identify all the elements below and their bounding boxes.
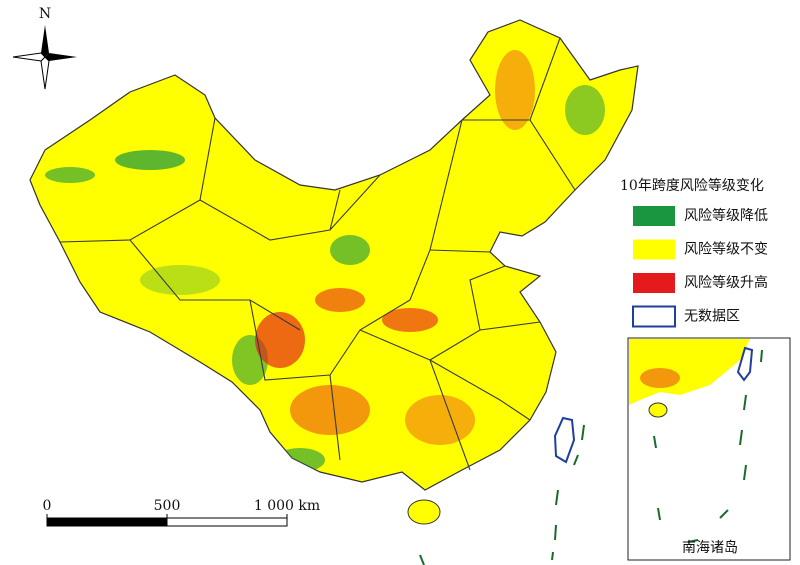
hainan xyxy=(407,499,441,525)
risk-patches xyxy=(45,50,605,472)
taiwan xyxy=(553,416,576,464)
legend-title: 10年跨度风险等级变化 xyxy=(620,177,764,194)
legend-swatch xyxy=(633,206,675,226)
legend-label: 风险等级升高 xyxy=(684,274,768,291)
scale-label: 500 xyxy=(154,498,181,514)
mainland xyxy=(29,19,639,491)
legend-swatch xyxy=(633,273,675,293)
legend-swatch xyxy=(632,305,676,328)
legend-label: 风险等级降低 xyxy=(684,207,768,224)
boundary-dashes xyxy=(419,424,585,565)
inset-land xyxy=(629,339,750,405)
legend-swatch xyxy=(633,239,675,260)
legend-label: 无数据区 xyxy=(684,309,740,325)
legend-label: 风险等级不变 xyxy=(684,241,768,258)
north-label: N xyxy=(39,6,51,22)
inset-label: 南海诸岛 xyxy=(682,540,738,556)
scale-label: 1 000 km xyxy=(254,498,320,514)
scale-segment xyxy=(46,517,168,527)
scale-bar: 0 500 1 000 km xyxy=(43,498,320,527)
compass xyxy=(12,25,77,90)
scale-segment xyxy=(166,517,288,527)
scale-label: 0 xyxy=(43,498,52,514)
